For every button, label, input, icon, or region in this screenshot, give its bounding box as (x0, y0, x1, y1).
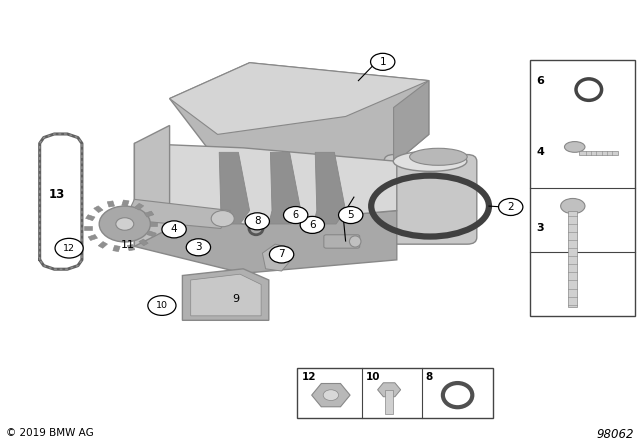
Circle shape (499, 198, 523, 215)
Ellipse shape (564, 142, 585, 152)
Bar (86, 215, 95, 221)
Bar (88, 235, 97, 241)
Text: 2: 2 (508, 202, 514, 212)
Text: 6: 6 (292, 210, 299, 220)
Circle shape (245, 213, 269, 230)
Circle shape (162, 221, 186, 238)
Bar (530, 60, 635, 316)
Text: 4: 4 (171, 224, 177, 234)
Circle shape (55, 238, 83, 258)
Bar (108, 201, 115, 207)
Text: 7: 7 (278, 250, 285, 259)
Ellipse shape (410, 148, 467, 165)
Circle shape (323, 390, 339, 401)
Bar (297, 368, 493, 418)
Polygon shape (134, 143, 397, 224)
Circle shape (269, 246, 294, 263)
Bar (98, 241, 108, 248)
Text: 4: 4 (536, 147, 544, 157)
Text: 1: 1 (380, 57, 386, 67)
Circle shape (300, 216, 324, 233)
Polygon shape (314, 152, 346, 224)
Ellipse shape (393, 151, 467, 171)
Polygon shape (170, 63, 429, 161)
Polygon shape (125, 199, 230, 228)
Polygon shape (134, 125, 170, 246)
Text: 6: 6 (309, 220, 316, 230)
Bar (84, 226, 92, 230)
Polygon shape (394, 81, 429, 161)
Circle shape (186, 239, 211, 256)
Text: 8: 8 (254, 216, 260, 226)
Polygon shape (191, 274, 261, 316)
Text: 10: 10 (156, 301, 168, 310)
Bar (127, 245, 134, 251)
Polygon shape (269, 152, 301, 224)
Bar (145, 211, 154, 217)
Circle shape (148, 296, 176, 315)
Polygon shape (218, 152, 250, 224)
Bar (579, 151, 618, 155)
Text: 98062: 98062 (596, 428, 634, 441)
Bar (134, 203, 144, 210)
Circle shape (99, 206, 150, 242)
Bar (139, 239, 148, 246)
Text: 5: 5 (348, 210, 354, 220)
Polygon shape (182, 269, 269, 320)
Text: 10: 10 (366, 372, 381, 382)
Text: 13: 13 (48, 188, 65, 202)
FancyBboxPatch shape (324, 235, 360, 248)
Bar (150, 222, 157, 226)
Text: 11: 11 (121, 240, 135, 250)
Text: 3: 3 (536, 224, 544, 233)
Polygon shape (262, 244, 291, 271)
Circle shape (211, 211, 234, 227)
Text: 8: 8 (426, 372, 433, 382)
Text: 12: 12 (302, 372, 317, 382)
Circle shape (339, 207, 363, 224)
Bar (385, 390, 393, 414)
Bar (122, 200, 129, 206)
Circle shape (116, 218, 134, 230)
Circle shape (371, 53, 395, 70)
Polygon shape (170, 63, 429, 134)
Text: 12: 12 (63, 244, 75, 253)
Text: 6: 6 (536, 76, 544, 86)
Ellipse shape (349, 236, 361, 247)
Polygon shape (134, 202, 397, 273)
Text: 9: 9 (232, 294, 239, 304)
Bar (113, 246, 120, 252)
Text: © 2019 BMW AG: © 2019 BMW AG (6, 428, 94, 438)
Ellipse shape (561, 198, 585, 214)
Bar (147, 231, 156, 237)
Text: 3: 3 (195, 242, 202, 252)
Bar (93, 206, 103, 212)
Circle shape (284, 207, 308, 224)
FancyBboxPatch shape (384, 155, 477, 244)
Bar (568, 211, 577, 307)
